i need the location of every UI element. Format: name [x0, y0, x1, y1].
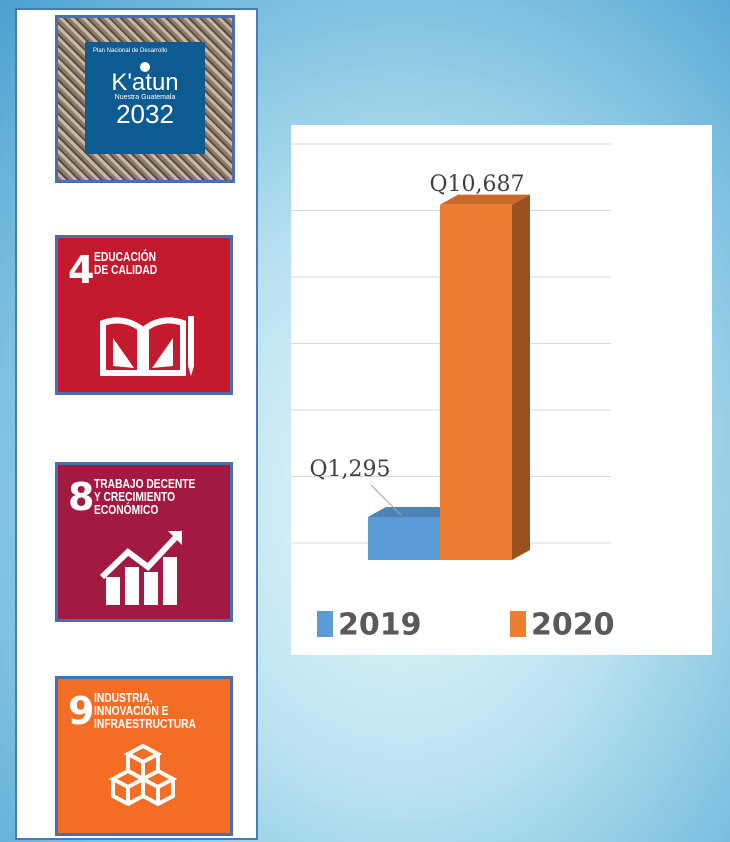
bar: [368, 517, 440, 560]
goal-icon: [98, 308, 198, 380]
chart: Q1,295 Q10,687 2019 2020: [291, 125, 712, 655]
chart-panel: Q1,295 Q10,687 2019 2020: [291, 125, 712, 655]
logo-year: 2032: [85, 101, 205, 127]
slide: Plan Nacional de Desarrollo K'atun Nuest…: [0, 0, 730, 842]
sidebar: Plan Nacional de Desarrollo K'atun Nuest…: [15, 8, 258, 840]
logo-caption: Plan Nacional de Desarrollo: [85, 48, 205, 54]
logo-panel: Plan Nacional de Desarrollo K'atun Nuest…: [85, 42, 205, 154]
value-label: Q1,295: [309, 457, 390, 482]
legend-label: 2019: [338, 608, 422, 643]
goal-number: 4: [68, 248, 92, 292]
goal-title-line: DE CALIDAD: [94, 264, 157, 277]
legend-label: 2020: [531, 608, 615, 643]
goal-title-line: ECONÓMICO: [94, 504, 195, 517]
goal-icon: [98, 741, 188, 821]
katun-logo: Plan Nacional de Desarrollo K'atun Nuest…: [55, 15, 235, 183]
goal-title-line: INFRAESTRUCTURA: [94, 718, 196, 731]
bar: [440, 205, 512, 560]
value-label: Q10,687: [429, 172, 524, 197]
legend-swatch: [510, 611, 526, 637]
legend-swatch: [317, 611, 333, 637]
goal-number: 8: [68, 475, 92, 519]
logo-name: K'atun: [85, 72, 205, 94]
goal-icon: [98, 527, 188, 607]
bar-side: [512, 195, 530, 560]
goal-number: 9: [68, 689, 92, 733]
